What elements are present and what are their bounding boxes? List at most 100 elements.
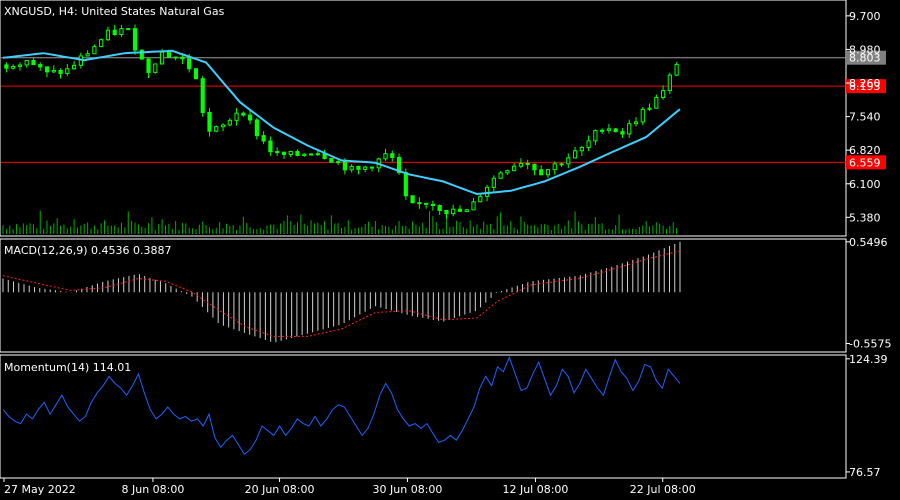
candle-body xyxy=(654,97,659,109)
candle-body xyxy=(410,195,415,204)
y-tick-label: 6.100 xyxy=(849,178,881,191)
candle-body xyxy=(92,46,97,55)
candle-body xyxy=(369,166,375,169)
candle-body xyxy=(572,150,578,159)
candle-body xyxy=(363,166,368,170)
level-label: 8.193 xyxy=(849,80,881,93)
candle-body xyxy=(342,161,347,171)
candle-body xyxy=(484,186,490,197)
main-panel-frame xyxy=(0,0,847,237)
candle-body xyxy=(383,153,388,160)
candle-body xyxy=(606,128,612,131)
candle-body xyxy=(525,162,530,165)
y-tick-label: 9.700 xyxy=(849,10,881,23)
candle-body xyxy=(119,28,124,36)
candle-body xyxy=(559,163,564,166)
candle-body xyxy=(545,169,551,176)
axes: 8.193 6.559 8.803 9.700 8.980 8.260 7.540 6.820… xyxy=(3,10,891,496)
candle-body xyxy=(295,150,300,156)
candle-body xyxy=(417,202,422,205)
candle-body xyxy=(640,108,645,123)
candle-body xyxy=(44,66,50,73)
momentum-y-tick-label: 76.57 xyxy=(849,466,881,479)
candle-body xyxy=(132,28,138,51)
candle-body xyxy=(457,208,463,212)
macd-signal-line xyxy=(2,250,681,337)
moving-average-line xyxy=(2,49,681,196)
candle-body xyxy=(85,53,90,57)
candle-body xyxy=(674,64,679,76)
candle-body xyxy=(518,162,524,167)
candle-body xyxy=(112,29,117,36)
candle-body xyxy=(539,169,544,176)
candle-body xyxy=(268,140,273,153)
macd-panel-frame xyxy=(0,238,847,353)
candle-body xyxy=(613,128,618,133)
candle-body xyxy=(227,119,232,126)
macd-title: MACD(12,26,9) 0.4536 0.3887 xyxy=(4,244,172,257)
candle-body xyxy=(126,28,131,31)
candle-body xyxy=(430,203,435,207)
momentum-chart xyxy=(2,356,681,456)
candle-body xyxy=(505,170,510,174)
x-tick-label: 27 May 2022 xyxy=(4,483,76,496)
candle-body xyxy=(4,64,9,69)
candle-body xyxy=(261,135,266,142)
y-tick-label: 8.260 xyxy=(849,77,881,90)
candle-body xyxy=(512,165,517,172)
candle-body xyxy=(51,69,56,73)
candle-body xyxy=(281,151,287,155)
candle-body xyxy=(396,156,402,174)
candle-body xyxy=(99,39,104,48)
candle-body xyxy=(498,172,503,179)
candle-body xyxy=(105,29,111,41)
macd-chart xyxy=(2,241,681,343)
candle-body xyxy=(437,205,442,212)
candle-body xyxy=(647,107,652,110)
candle-body xyxy=(633,121,639,125)
candle-body xyxy=(478,195,483,203)
candle-body xyxy=(200,78,205,113)
macd-y-tick-label: -0.5575 xyxy=(849,338,891,351)
candle-body xyxy=(180,56,185,60)
candle-body xyxy=(248,114,253,121)
macd-y-tick-label: 0.5496 xyxy=(849,236,888,249)
candle-body xyxy=(579,146,584,152)
candle-body xyxy=(667,74,672,92)
candle-body xyxy=(586,140,591,148)
candle-body xyxy=(593,130,598,142)
candle-body xyxy=(451,208,456,215)
candle-body xyxy=(207,111,212,132)
candle-body xyxy=(600,129,605,132)
x-tick-label: 22 Jul 08:00 xyxy=(630,483,696,496)
y-tick-label: 8.980 xyxy=(849,43,881,56)
candle-body xyxy=(660,90,666,99)
price-label-box xyxy=(846,50,886,65)
candle-body xyxy=(31,59,36,66)
y-tick-label: 5.380 xyxy=(849,211,881,224)
candle-body xyxy=(308,153,314,156)
candle-body xyxy=(356,165,361,170)
level-label-box xyxy=(846,155,886,170)
candle-body xyxy=(620,131,625,135)
candle-body xyxy=(166,51,171,58)
y-tick-label: 7.540 xyxy=(849,111,881,124)
candle-body xyxy=(17,64,23,67)
candle-body xyxy=(464,209,469,212)
candle-body xyxy=(173,56,178,59)
candle-body xyxy=(336,161,341,164)
candle-body xyxy=(315,153,320,156)
candle-body xyxy=(65,68,70,75)
x-tick-label: 20 Jun 08:00 xyxy=(245,483,315,496)
y-tick-label: 6.820 xyxy=(849,144,881,157)
candle-body xyxy=(153,63,158,73)
candle-body xyxy=(532,163,537,171)
level-label: 6.559 xyxy=(849,156,881,169)
candle-body xyxy=(390,153,395,158)
candle-body xyxy=(193,68,199,80)
candle-body xyxy=(288,150,293,155)
candle-body xyxy=(234,112,239,121)
candle-body xyxy=(275,151,280,154)
level-label-box xyxy=(846,79,886,94)
